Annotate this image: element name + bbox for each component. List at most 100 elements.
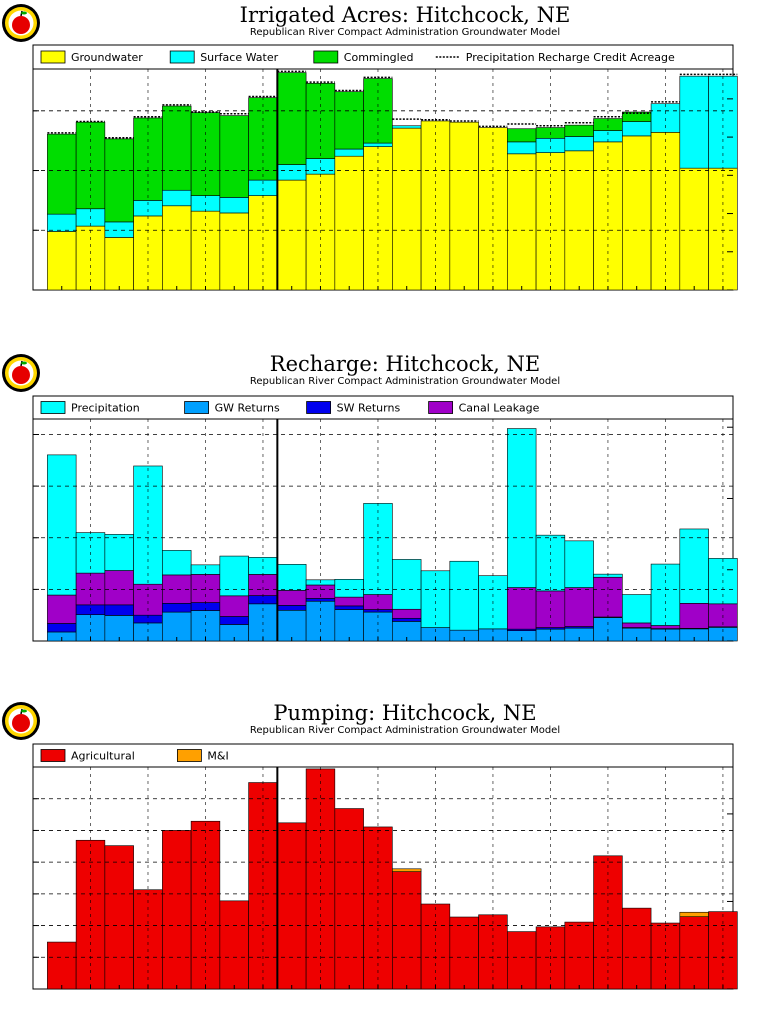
bar-segment xyxy=(507,153,537,291)
legend-swatch xyxy=(169,50,195,64)
bar-segment xyxy=(277,822,307,990)
legend-swatch xyxy=(428,401,454,414)
bar-segment xyxy=(47,941,77,990)
bar-segment xyxy=(334,808,364,990)
bar-segment xyxy=(392,608,422,619)
bar-segment xyxy=(334,605,364,610)
bar-segment xyxy=(305,768,336,990)
bar-segment xyxy=(392,871,422,990)
legend-swatch xyxy=(40,50,66,64)
bar-segment xyxy=(190,210,221,291)
bar-segment xyxy=(162,603,192,613)
bar-segment xyxy=(420,570,451,628)
bar-segment xyxy=(47,594,77,624)
bar-segment xyxy=(104,570,134,606)
bar-segment xyxy=(133,117,163,201)
chart-title: Irrigated Acres: Hitchcock, NE xyxy=(240,3,571,27)
panel-pumping: Pumping: Hitchcock, NE Republican River … xyxy=(2,701,738,990)
bar-segment xyxy=(507,587,537,630)
bar-segment xyxy=(449,916,479,990)
bar-segment xyxy=(449,560,479,631)
chart-title: Pumping: Hitchcock, NE xyxy=(273,701,536,725)
legend-swatch xyxy=(40,401,66,414)
bar-segment xyxy=(248,574,278,596)
bar-segment xyxy=(219,555,249,597)
legend-label: GW Returns xyxy=(215,402,280,415)
bar-segment xyxy=(679,916,709,990)
bar-segment xyxy=(622,907,652,990)
bar-segment xyxy=(564,136,594,152)
bar-segment xyxy=(219,595,249,617)
bar-segment xyxy=(104,237,134,291)
bar-segment xyxy=(104,534,134,571)
bar-segment xyxy=(622,594,652,624)
bar-segment xyxy=(219,616,249,625)
legend-label: Canal Leakage xyxy=(459,402,540,415)
bar-segment xyxy=(305,598,336,602)
legend-swatch xyxy=(184,401,210,414)
bar-segment xyxy=(334,609,364,642)
legend-swatch xyxy=(306,401,332,414)
bar-segment xyxy=(277,609,307,642)
chart-subtitle: Republican River Compact Administration … xyxy=(250,376,560,387)
bar-segment xyxy=(104,604,134,616)
bar-segment xyxy=(593,576,623,618)
bar-segment xyxy=(650,103,681,133)
bar-segment xyxy=(104,138,134,223)
panel-irrigated-acres: Irrigated Acres: Hitchcock, NE Republica… xyxy=(2,3,738,291)
bar-segment xyxy=(47,231,77,291)
bar-segment xyxy=(47,454,77,596)
bar-segment xyxy=(190,820,221,990)
apple-logo-icon xyxy=(2,702,40,740)
bar-segment xyxy=(277,179,307,291)
bar-segment xyxy=(162,830,192,990)
bar-segment xyxy=(564,540,594,588)
bar-segment xyxy=(564,124,594,137)
bar-segment xyxy=(75,121,106,210)
bar-segment xyxy=(392,125,422,129)
legend-label: Agricultural xyxy=(71,750,135,763)
bar-segment xyxy=(564,921,594,990)
bar-segment xyxy=(334,596,364,607)
plot-area: Agricultural M&I xyxy=(32,743,738,990)
legend-label: Precipitation xyxy=(71,402,140,415)
apple-logo-icon xyxy=(2,354,40,392)
bar-segment xyxy=(47,133,77,215)
bar-segment xyxy=(650,625,681,629)
bar-segment xyxy=(219,212,249,291)
bar-segment xyxy=(449,121,479,291)
bar-segment xyxy=(219,900,249,990)
chart-subtitle: Republican River Compact Administration … xyxy=(250,725,560,736)
apple-logo-icon xyxy=(2,4,40,42)
bar-segment xyxy=(392,868,422,872)
bar-segment xyxy=(162,205,192,291)
legend-label: Groundwater xyxy=(71,51,143,64)
chart-title: Recharge: Hitchcock, NE xyxy=(270,352,540,376)
bar-segment xyxy=(679,603,709,629)
bar-segment xyxy=(162,105,192,191)
bar-segment xyxy=(104,845,134,990)
bar-segment xyxy=(392,617,422,622)
bar-segment xyxy=(334,91,364,150)
bar-segment xyxy=(219,115,249,198)
legend-label: Commingled xyxy=(344,51,414,64)
bar-segment xyxy=(162,611,192,642)
bar-segment xyxy=(564,150,594,291)
legend-swatch xyxy=(40,749,66,762)
bar-segment xyxy=(219,197,249,214)
bar-segment xyxy=(162,189,192,207)
bar-segment xyxy=(622,121,652,137)
bar-segment xyxy=(622,135,652,291)
bar-segment xyxy=(392,559,422,610)
legend-label: SW Returns xyxy=(337,402,401,415)
plot-area: Groundwater Surface Water Commingled Precip… xyxy=(32,44,738,291)
plot-area: Precipitation GW Returns SW Returns Canal L… xyxy=(32,395,738,642)
bar-segment xyxy=(679,75,709,169)
chart-subtitle: Republican River Compact Administration … xyxy=(250,27,560,38)
legend-swatch xyxy=(313,50,339,64)
bar-segment xyxy=(104,221,134,238)
panel-recharge: Recharge: Hitchcock, NE Republican River… xyxy=(2,352,738,642)
bar-segment xyxy=(507,428,537,588)
bar-segment xyxy=(305,600,336,642)
bar-segment xyxy=(622,622,652,628)
